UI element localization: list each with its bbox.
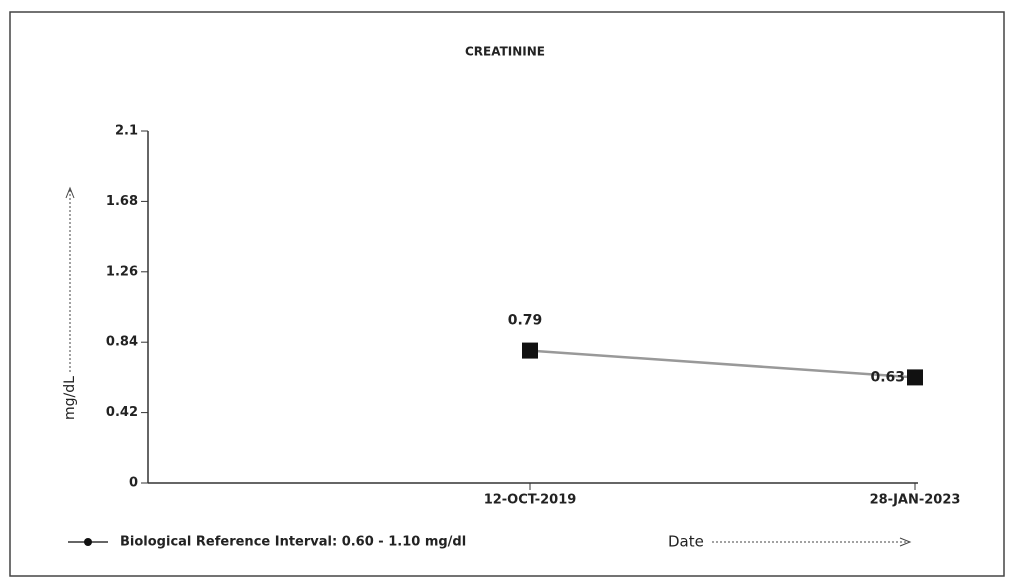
legend-marker [84, 538, 92, 546]
y-arrow-head [65, 186, 75, 199]
y-tick-label: 0 [129, 476, 138, 491]
marker [522, 342, 538, 359]
x-axis-label: Date [668, 533, 704, 551]
chart-title: CREATININE [465, 45, 545, 59]
series-line [529, 349, 916, 379]
y-tick-label: 1.26 [106, 264, 138, 279]
y-tick-label: 1.68 [106, 194, 138, 209]
x-tick-label: 28-JAN-2023 [870, 493, 961, 508]
legend-label: Biological Reference Interval: 0.60 - 1.… [120, 535, 466, 550]
y-axis-label: mg/dL [62, 376, 78, 420]
data-label: 0.63 [870, 369, 905, 385]
y-tick-label: 0.42 [106, 405, 138, 420]
frame [9, 11, 1005, 577]
x-tick-label: 12-OCT-2019 [484, 493, 577, 508]
y-tick-label: 2.1 [115, 124, 138, 139]
x-arrow-head [899, 537, 912, 547]
marker [907, 369, 923, 386]
y-tick-label: 0.84 [106, 335, 138, 350]
data-label: 0.79 [508, 313, 543, 329]
